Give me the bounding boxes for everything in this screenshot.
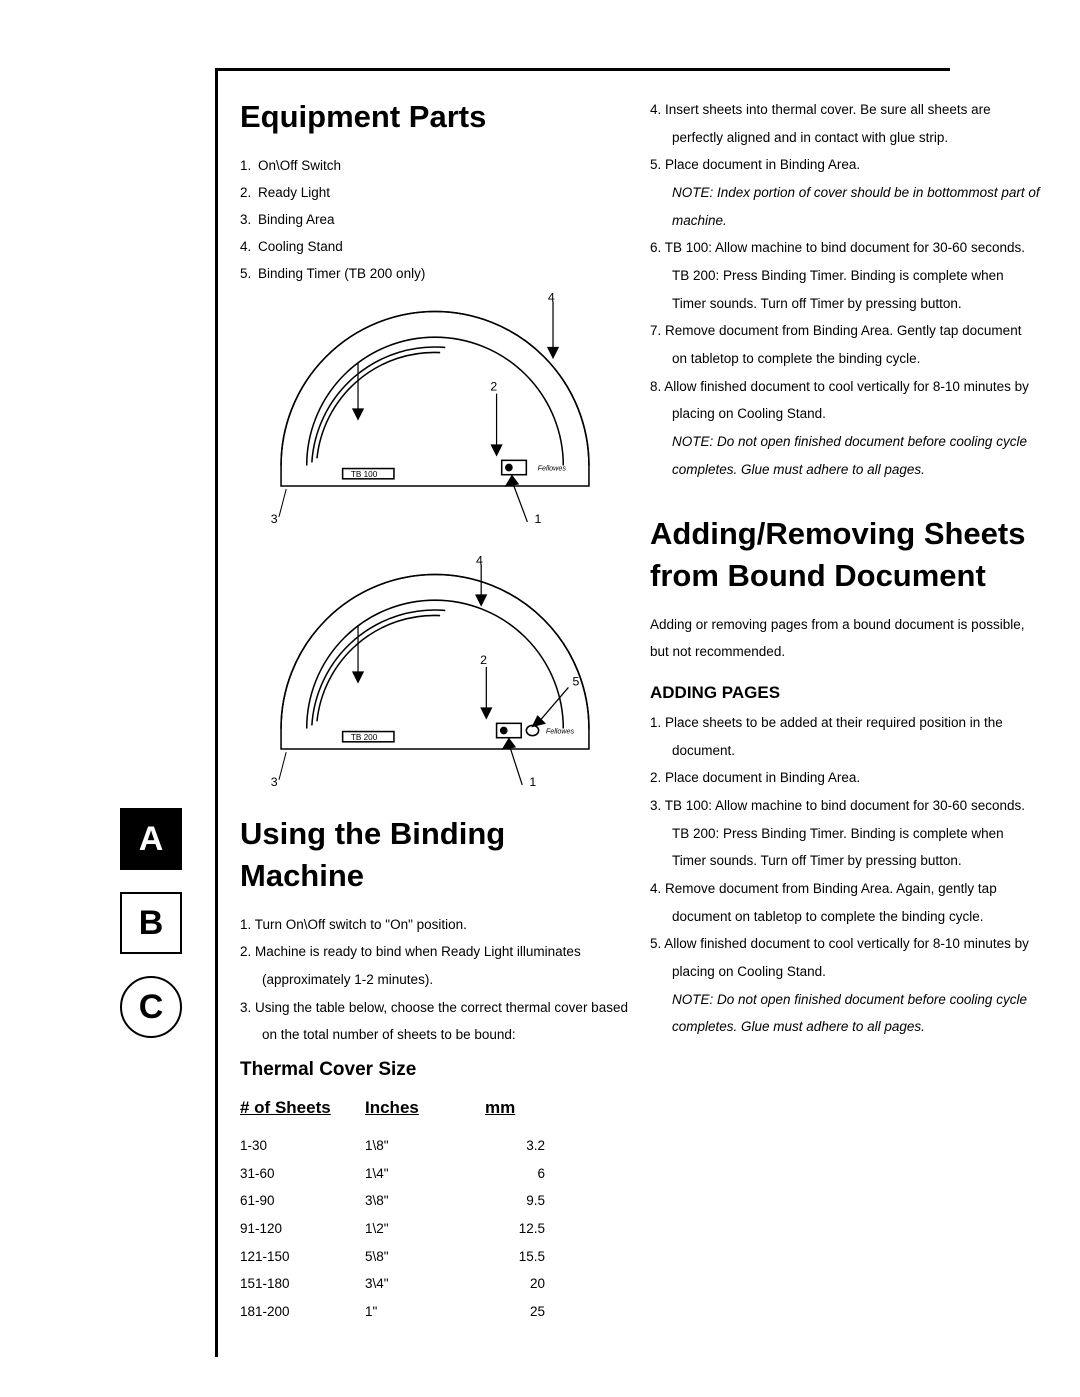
page-frame: A B C Equipment Parts 1.On\Off Switch 2.… <box>120 68 1040 1357</box>
svg-text:Fellowes: Fellowes <box>538 464 567 472</box>
section-badges: A B C <box>120 808 182 1038</box>
left-rule <box>215 68 218 1357</box>
list-item: 1. Place sheets to be added at their req… <box>650 709 1040 764</box>
svg-text:TB 100: TB 100 <box>351 470 378 479</box>
col-mm: mm <box>485 1091 545 1126</box>
svg-text:4: 4 <box>548 291 555 304</box>
svg-text:4: 4 <box>476 554 483 567</box>
table-row: 31-601\4"6 <box>240 1160 630 1188</box>
heading-using-machine: Using the Binding Machine <box>240 813 630 897</box>
list-item: 5. Allow finished document to cool verti… <box>650 930 1040 985</box>
list-item: 5.Binding Timer (TB 200 only) <box>240 260 630 287</box>
using-steps-continued: 4. Insert sheets into thermal cover. Be … <box>650 96 1040 483</box>
content-columns: Equipment Parts 1.On\Off Switch 2.Ready … <box>240 96 1040 1357</box>
list-item: TB 200: Press Binding Timer. Binding is … <box>650 820 1040 875</box>
list-item: 5. Place document in Binding Area. <box>650 151 1040 179</box>
list-item: 1.On\Off Switch <box>240 152 630 179</box>
table-row: 121-1505\8"15.5 <box>240 1243 630 1271</box>
list-item: 4.Cooling Stand <box>240 233 630 260</box>
list-item: 2.Ready Light <box>240 179 630 206</box>
col-sheets: # of Sheets <box>240 1091 365 1126</box>
list-item: 3. TB 100: Allow machine to bind documen… <box>650 792 1040 820</box>
heading-equipment-parts: Equipment Parts <box>240 96 630 138</box>
list-item: TB 200: Press Binding Timer. Binding is … <box>650 262 1040 317</box>
badge-c: C <box>120 976 182 1038</box>
note-text: NOTE: Do not open finished document befo… <box>650 986 1040 1041</box>
note-text: NOTE: Index portion of cover should be i… <box>650 179 1040 234</box>
svg-text:1: 1 <box>529 775 536 789</box>
list-item: 1. Turn On\Off switch to "On" position. <box>240 911 630 939</box>
svg-text:3: 3 <box>271 512 278 526</box>
table-row: 61-903\8"9.5 <box>240 1187 630 1215</box>
intro-text: Adding or removing pages from a bound do… <box>650 611 1040 665</box>
list-item: 2. Machine is ready to bind when Ready L… <box>240 938 630 993</box>
cover-size-table: # of Sheets Inches mm 1-301\8"3.2 31-601… <box>240 1091 630 1326</box>
adding-pages-steps: 1. Place sheets to be added at their req… <box>650 709 1040 1041</box>
svg-text:5: 5 <box>573 674 580 688</box>
parts-list: 1.On\Off Switch 2.Ready Light 3.Binding … <box>240 152 630 287</box>
list-item: 4. Insert sheets into thermal cover. Be … <box>650 96 1040 151</box>
table-row: 181-2001"25 <box>240 1298 630 1326</box>
list-item: 7. Remove document from Binding Area. Ge… <box>650 317 1040 372</box>
left-column: Equipment Parts 1.On\Off Switch 2.Ready … <box>240 96 630 1357</box>
right-column: 4. Insert sheets into thermal cover. Be … <box>650 96 1040 1357</box>
svg-text:1: 1 <box>535 512 542 526</box>
svg-text:Fellowes: Fellowes <box>546 727 575 735</box>
heading-adding-removing: Adding/Removing Sheets from Bound Docume… <box>650 513 1040 597</box>
list-item: 4. Remove document from Binding Area. Ag… <box>650 875 1040 930</box>
col-inches: Inches <box>365 1091 485 1126</box>
table-row: 91-1201\2"12.5 <box>240 1215 630 1243</box>
using-steps: 1. Turn On\Off switch to "On" position. … <box>240 911 630 1049</box>
table-title: Thermal Cover Size <box>240 1059 630 1081</box>
diagram-tb200: TB 200 Fellowes 4 2 5 1 3 <box>240 554 630 795</box>
machine-diagram-icon: TB 100 Fellowes 4 2 1 3 <box>240 291 630 527</box>
list-item: 3.Binding Area <box>240 206 630 233</box>
table-row: 1-301\8"3.2 <box>240 1132 630 1160</box>
list-item: 2. Place document in Binding Area. <box>650 764 1040 792</box>
diagram-tb100: TB 100 Fellowes 4 2 1 3 <box>240 291 630 532</box>
list-item: 6. TB 100: Allow machine to bind documen… <box>650 234 1040 262</box>
badge-b: B <box>120 892 182 954</box>
note-text: NOTE: Do not open finished document befo… <box>650 428 1040 483</box>
table-header: # of Sheets Inches mm <box>240 1091 630 1126</box>
list-item: 3. Using the table below, choose the cor… <box>240 994 630 1049</box>
table-row: 151-1803\4"20 <box>240 1270 630 1298</box>
svg-text:3: 3 <box>271 775 278 789</box>
machine-diagram-icon: TB 200 Fellowes 4 2 5 1 3 <box>240 554 630 790</box>
subhead-adding-pages: ADDING PAGES <box>650 683 1040 703</box>
svg-text:2: 2 <box>490 379 497 393</box>
svg-text:2: 2 <box>480 653 487 667</box>
list-item: 8. Allow finished document to cool verti… <box>650 373 1040 428</box>
svg-text:TB 200: TB 200 <box>351 733 378 742</box>
top-rule <box>215 68 950 71</box>
badge-a: A <box>120 808 182 870</box>
